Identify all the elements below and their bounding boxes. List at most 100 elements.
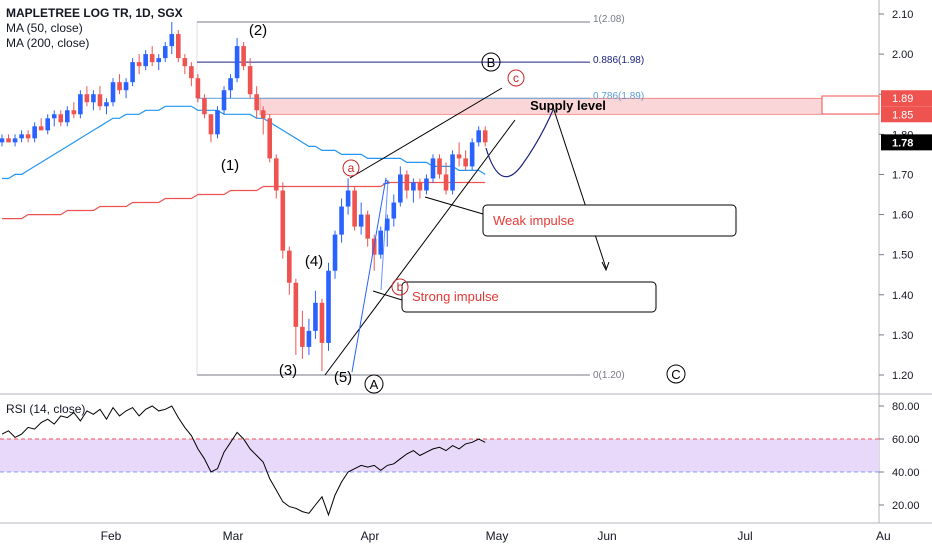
candle-body bbox=[65, 110, 70, 123]
candle-body bbox=[25, 134, 31, 139]
candle-body bbox=[19, 134, 24, 139]
candle-body bbox=[280, 190, 286, 251]
time-tick-label: Jul bbox=[737, 529, 752, 543]
candle-body bbox=[450, 154, 455, 191]
wave-label-1: (1) bbox=[221, 157, 239, 174]
candle-body bbox=[182, 58, 188, 67]
candle-body bbox=[391, 202, 397, 219]
candle-body bbox=[149, 54, 155, 63]
time-tick-label: Mar bbox=[223, 529, 244, 543]
impulse-line-2 bbox=[380, 179, 389, 291]
moving-averages bbox=[2, 105, 486, 220]
candle-body bbox=[365, 214, 370, 239]
candle-body bbox=[384, 218, 390, 231]
candle-body bbox=[228, 78, 233, 91]
rsi-title[interactable]: RSI (14, close) bbox=[6, 402, 86, 416]
candle-body bbox=[215, 110, 220, 135]
ma50-legend[interactable]: MA (50, close) bbox=[6, 21, 83, 35]
strong-impulse-label: Strong impulse bbox=[412, 289, 499, 304]
candle-body bbox=[123, 82, 129, 91]
candle-body bbox=[482, 130, 488, 143]
fib-label-0886: 0.886(1.98) bbox=[593, 55, 644, 66]
last-price-text: 1.78 bbox=[892, 137, 913, 149]
candle-body bbox=[306, 330, 312, 347]
ma200-legend[interactable]: MA (200, close) bbox=[6, 36, 90, 50]
chart-legend: MAPLETREE LOG TR, 1D, SGX MA (50, close)… bbox=[6, 6, 183, 51]
candle-body bbox=[84, 94, 90, 103]
candle-body bbox=[6, 138, 11, 143]
fib-label-1: 1(2.08) bbox=[593, 14, 625, 25]
candle-body bbox=[443, 174, 449, 191]
rsi-tick-label: 20.00 bbox=[892, 500, 920, 512]
rsi-band bbox=[0, 439, 879, 472]
candle-body bbox=[378, 230, 384, 255]
candle-body bbox=[189, 66, 194, 79]
price-tick-label: 1.20 bbox=[892, 370, 913, 382]
wave-circle-A bbox=[364, 374, 384, 394]
candle-body bbox=[326, 270, 331, 343]
price-tags: 1.89 1.85 1.78 bbox=[881, 90, 932, 151]
candle-body bbox=[247, 66, 253, 95]
candle-body bbox=[136, 62, 142, 67]
candle-body bbox=[463, 158, 468, 167]
price-tick-label: 1.60 bbox=[892, 210, 913, 222]
candle-body bbox=[130, 62, 135, 83]
candle-body bbox=[437, 158, 442, 175]
supply-price-tag bbox=[881, 106, 932, 123]
candle-body bbox=[45, 118, 51, 131]
strong-callout-pointer bbox=[372, 290, 403, 301]
candle-body bbox=[221, 90, 227, 111]
candle-body bbox=[254, 94, 259, 111]
time-tick-label: Jun bbox=[597, 529, 616, 543]
candle-body bbox=[404, 174, 410, 191]
projected-drop-line bbox=[552, 106, 607, 269]
candle-body bbox=[71, 110, 77, 115]
wave-circle-a bbox=[342, 159, 360, 177]
drop-arrow-head bbox=[601, 261, 610, 272]
wave-label-5: (5) bbox=[334, 369, 352, 386]
candle-body bbox=[156, 58, 162, 63]
price-axis[interactable]: 2.102.001.901.801.701.601.501.401.301.20 bbox=[879, 9, 913, 382]
supply-level-label: Supply level bbox=[530, 98, 606, 113]
candle-body bbox=[58, 114, 64, 123]
weak-callout-pointer bbox=[424, 196, 484, 215]
price-tick-label: 1.30 bbox=[892, 330, 913, 342]
price-tick-label: 2.10 bbox=[892, 9, 913, 21]
candle-body bbox=[143, 54, 148, 67]
wave-label-3: (3) bbox=[279, 362, 297, 379]
candle-body bbox=[411, 182, 416, 191]
candle-body bbox=[234, 46, 240, 79]
candle-body bbox=[110, 82, 116, 103]
price-tick-label: 1.40 bbox=[892, 290, 913, 302]
wave-label-B: B bbox=[487, 55, 496, 70]
rsi-tick-label: 60.00 bbox=[892, 434, 920, 446]
supply-price-tag bbox=[881, 90, 932, 107]
candle-body bbox=[91, 94, 96, 103]
rsi-line bbox=[1, 405, 486, 517]
candle-body bbox=[417, 182, 423, 191]
fib-label-0786: 0.786(1.89) bbox=[593, 91, 644, 102]
time-axis[interactable]: Feb Mar Apr May Jun Jul Au bbox=[101, 529, 891, 543]
candle-body bbox=[319, 302, 325, 343]
candle-body bbox=[12, 138, 18, 143]
wave-label-b: b bbox=[397, 280, 404, 294]
candle-body bbox=[32, 126, 37, 139]
candle-body bbox=[162, 46, 168, 59]
channel-upper-line bbox=[349, 87, 503, 179]
strong-impulse-box bbox=[401, 281, 657, 313]
time-tick-label: Au bbox=[876, 529, 891, 543]
candle-body bbox=[345, 190, 351, 207]
symbol-title[interactable]: MAPLETREE LOG TR, 1D, SGX bbox=[6, 6, 183, 20]
channel-lower-line bbox=[324, 119, 516, 376]
candle-body bbox=[0, 138, 5, 143]
weak-impulse-box bbox=[482, 204, 737, 237]
wave-circle-C bbox=[666, 364, 686, 384]
wave-label-a: a bbox=[348, 161, 355, 175]
candle-body bbox=[267, 118, 273, 159]
candle-body bbox=[104, 102, 109, 107]
candle-body bbox=[117, 82, 122, 91]
ma50-line bbox=[2, 105, 486, 180]
candle-body bbox=[300, 326, 305, 347]
candle-body bbox=[332, 234, 338, 271]
